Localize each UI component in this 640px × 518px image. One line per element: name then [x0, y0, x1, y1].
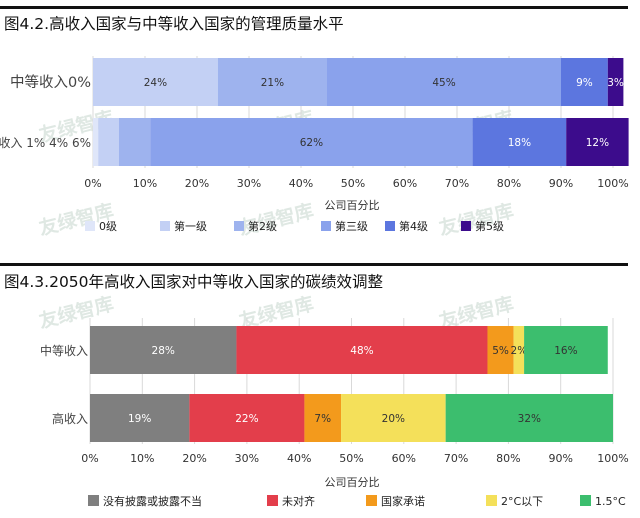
data-label: 21%: [261, 77, 284, 89]
bar-segment: [513, 326, 525, 374]
data-label: 48%: [350, 345, 373, 357]
figure-title: 图4.3.2050年高收入国家对中等收入国家的碳绩效调整: [4, 273, 384, 291]
x-axis-label: 公司百分比: [325, 199, 380, 212]
legend-swatch: [267, 495, 278, 506]
tick-label: 50%: [341, 177, 365, 190]
data-label: 3%: [607, 77, 624, 89]
bar-segment: [189, 394, 305, 442]
legend-swatch: [160, 221, 170, 231]
legend-label: 国家承诺: [381, 494, 425, 508]
tick-label: 40%: [287, 452, 311, 465]
bar-segment: [472, 118, 567, 166]
data-label: 32%: [518, 413, 541, 425]
bar-segment: [566, 118, 629, 166]
bar-segment: [341, 394, 446, 442]
data-label: 2%: [511, 345, 528, 357]
tick-label: 100%: [597, 452, 628, 465]
legend-label: 第5级: [475, 219, 504, 233]
legend-swatch: [461, 221, 471, 231]
row-label: 中等收入: [40, 343, 88, 358]
tick-label: 80%: [497, 177, 521, 190]
tick-label: 80%: [496, 452, 520, 465]
tick-label: 90%: [548, 452, 572, 465]
data-label: 45%: [432, 77, 455, 89]
bar-segment: [487, 326, 514, 374]
bar-segment: [561, 58, 608, 106]
bar-segment: [445, 394, 613, 442]
bar-segment: [93, 58, 218, 106]
data-label: 24%: [144, 77, 167, 89]
data-label: 9%: [576, 77, 593, 89]
management-quality-chart: 中等收入0% 24% 21% 45% 9% 3% 高收入 1% 4% 6% 62% 18% 12%…: [0, 56, 629, 233]
data-label: 18%: [508, 137, 531, 149]
tick-label: 60%: [393, 177, 417, 190]
figure-top-rule: [0, 263, 628, 266]
row-label: 高收入 1% 4% 6%: [0, 135, 91, 150]
legend-swatch: [486, 495, 497, 506]
row-label: 高收入: [52, 411, 88, 426]
legend-swatch: [234, 221, 244, 231]
tick-label: 20%: [185, 177, 209, 190]
legend-label: 第4级: [399, 219, 428, 233]
tick-label: 30%: [235, 452, 259, 465]
bar-segment: [217, 58, 327, 106]
data-label: 62%: [300, 137, 323, 149]
legend-label: 第2级: [248, 219, 277, 233]
data-label: 28%: [152, 345, 175, 357]
bar-segment: [119, 118, 151, 166]
bar-segment: [607, 58, 624, 106]
legend-label: 0级: [99, 220, 117, 233]
data-label: 19%: [128, 413, 151, 425]
tick-label: 70%: [445, 177, 469, 190]
bar-segment: [327, 58, 561, 106]
tick-label: 90%: [549, 177, 573, 190]
data-label: 5%: [492, 345, 509, 357]
carbon-performance-chart: 中等收入 28% 48% 5% 2% 16% 高收入 19% 22% 7% 20% 32% 0% 10% 2…: [40, 318, 629, 508]
tick-label: 60%: [392, 452, 416, 465]
legend-swatch: [580, 495, 591, 506]
figure-title: 图4.2.高收入国家与中等收入国家的管理质量水平: [4, 15, 344, 33]
tick-label: 10%: [133, 177, 157, 190]
legend-swatch: [88, 495, 99, 506]
bar-segment: [90, 326, 237, 374]
data-label: 12%: [586, 137, 609, 149]
legend-label: 1.5°C: [595, 495, 626, 508]
legend-label: 2°C以下: [501, 495, 543, 508]
data-label: 22%: [235, 413, 258, 425]
bar-segment: [90, 394, 190, 442]
legend-swatch: [321, 221, 331, 231]
tick-label: 0%: [81, 452, 98, 465]
data-label: 16%: [554, 345, 577, 357]
data-label: 20%: [382, 413, 405, 425]
bar-segment: [93, 118, 99, 166]
tick-label: 50%: [339, 452, 363, 465]
bar-segment: [236, 326, 488, 374]
legend-label: 第三级: [335, 219, 368, 233]
legend-swatch: [85, 221, 95, 231]
legend-swatch: [385, 221, 395, 231]
bar-segment: [524, 326, 608, 374]
tick-label: 0%: [84, 177, 101, 190]
tick-label: 40%: [289, 177, 313, 190]
bar-segment: [304, 394, 342, 442]
legend-label: 第一级: [174, 219, 207, 233]
x-axis-label: 公司百分比: [325, 476, 380, 489]
tick-label: 10%: [130, 452, 154, 465]
legend-label: 未对齐: [282, 494, 315, 508]
tick-label: 70%: [444, 452, 468, 465]
tick-label: 30%: [237, 177, 261, 190]
bar-segment: [98, 118, 119, 166]
tick-label: 100%: [597, 177, 628, 190]
legend-swatch: [366, 495, 377, 506]
data-label: 7%: [314, 413, 331, 425]
legend-label: 没有披露或披露不当: [103, 494, 202, 508]
figure-top-rule: [0, 6, 628, 9]
bar-segment: [150, 118, 473, 166]
row-label: 中等收入0%: [10, 73, 91, 91]
tick-label: 20%: [182, 452, 206, 465]
